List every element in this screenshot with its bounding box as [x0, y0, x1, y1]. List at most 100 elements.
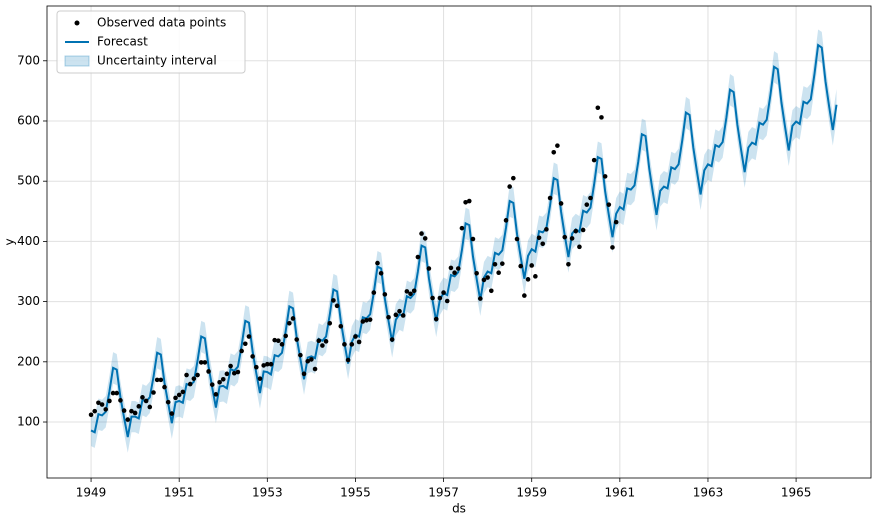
observed-point: [287, 320, 292, 326]
observed-point: [209, 382, 215, 387]
observed-point: [566, 261, 571, 267]
observed-point: [88, 412, 94, 418]
observed-point: [400, 313, 406, 318]
observed-point: [265, 361, 270, 367]
grid: [47, 6, 871, 478]
observed-point: [455, 266, 461, 271]
observed-point: [599, 115, 604, 120]
x-tick-label: 1949: [76, 486, 107, 500]
observed-point: [474, 271, 479, 276]
observed-point: [518, 263, 523, 269]
observed-point: [294, 337, 300, 342]
observed-point: [375, 260, 380, 266]
observed-point: [463, 199, 468, 205]
observed-point: [382, 292, 388, 297]
observed-point: [114, 390, 120, 396]
observed-point: [342, 342, 347, 347]
observed-point: [551, 149, 557, 155]
observed-point: [140, 395, 145, 400]
y-tick-label: 700: [17, 53, 40, 67]
observed-point: [610, 245, 615, 250]
observed-point: [345, 357, 351, 363]
observed-point: [312, 366, 318, 372]
observed-point: [92, 408, 98, 414]
observed-point: [477, 296, 483, 301]
observed-point: [547, 195, 553, 201]
x-tick-label: 1953: [252, 486, 283, 500]
observed-point: [121, 408, 127, 413]
x-tick-label: 1957: [428, 486, 459, 500]
y-axis-label: y: [3, 238, 17, 245]
x-tick-label: 1959: [516, 486, 547, 500]
legend-label: Observed data points: [97, 16, 226, 30]
observed-point: [488, 288, 494, 294]
observed-point: [279, 342, 285, 347]
y-tick-label: 600: [17, 113, 40, 127]
observed-point: [191, 376, 197, 381]
observed-point: [165, 399, 171, 405]
observed-point: [430, 295, 435, 301]
observed-point: [514, 236, 520, 242]
observed-point: [419, 231, 424, 236]
observed-point: [408, 291, 413, 297]
observed-point: [580, 227, 586, 233]
observed-point: [272, 337, 277, 343]
observed-point: [283, 333, 288, 339]
observed-point: [595, 105, 601, 111]
observed-point: [132, 410, 138, 416]
observed-point: [533, 274, 538, 279]
observed-point: [613, 219, 619, 225]
observed-point: [99, 402, 105, 407]
legend: Observed data points Forecast Uncertainty …: [56, 10, 246, 74]
observed-point: [448, 265, 454, 271]
y-tick-label: 200: [17, 354, 40, 368]
observed-point: [327, 320, 333, 326]
y-tick-label: 300: [17, 294, 40, 308]
observed-point: [364, 317, 369, 323]
observed-point: [129, 408, 134, 414]
observed-point: [268, 361, 274, 367]
observed-point: [558, 201, 564, 206]
observed-point: [411, 288, 417, 294]
observed-point: [389, 337, 395, 342]
observed-point: [485, 275, 490, 280]
observed-point: [154, 377, 160, 383]
observed-point: [591, 157, 597, 163]
observed-point: [569, 236, 575, 241]
observed-point: [544, 227, 549, 232]
observed-point: [562, 234, 568, 240]
observed-point: [602, 174, 608, 179]
observed-point: [415, 254, 421, 260]
observed-point: [378, 271, 384, 276]
observed-point: [492, 261, 498, 267]
observed-point: [147, 404, 153, 410]
observed-point: [158, 377, 164, 383]
observed-point: [353, 334, 358, 339]
observed-point: [173, 395, 178, 401]
legend-marker: [64, 55, 90, 67]
observed-point: [235, 369, 241, 375]
observed-point: [397, 308, 402, 314]
observed-point: [522, 293, 527, 298]
observed-point: [577, 244, 582, 250]
observed-point: [136, 404, 142, 409]
observed-point: [441, 290, 446, 295]
observed-point: [187, 381, 193, 387]
observed-point: [316, 338, 322, 344]
observed-point: [536, 235, 542, 241]
observed-point: [444, 298, 450, 304]
observed-point: [507, 184, 512, 189]
forecast-line: [90, 43, 838, 438]
observed-point: [503, 218, 509, 223]
observed-point: [459, 225, 465, 231]
x-tick-label: 1951: [164, 486, 195, 500]
x-tick-label: 1963: [693, 486, 724, 500]
observed-point: [496, 270, 501, 276]
observed-point: [356, 339, 362, 345]
observed-point: [331, 298, 336, 303]
observed-point: [250, 354, 255, 359]
observed-point: [525, 277, 531, 282]
x-tick-label: 1955: [340, 486, 371, 500]
observed-point: [422, 236, 428, 241]
observed-point: [110, 390, 116, 396]
